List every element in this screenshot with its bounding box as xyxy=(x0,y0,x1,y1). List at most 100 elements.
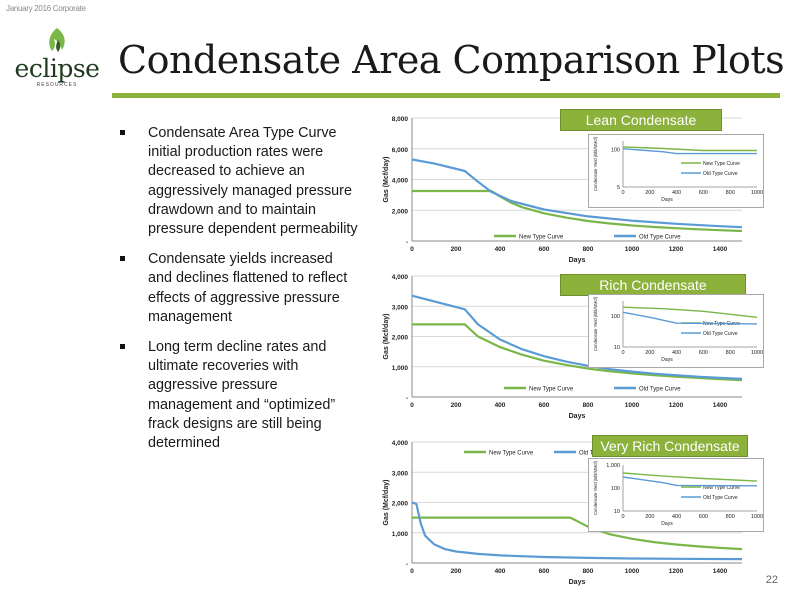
inset-series-line xyxy=(622,306,758,318)
y-tick-label: 6,000 xyxy=(392,147,409,154)
inset-x-tick-label: 0 xyxy=(621,190,624,196)
x-axis-label: Days xyxy=(569,257,586,264)
series-line-new-type-curve xyxy=(412,516,743,551)
y-tick-label: 3,000 xyxy=(392,470,409,477)
x-axis-label: Days xyxy=(569,413,586,420)
series-line-new-type-curve xyxy=(412,323,743,382)
x-tick-label: 400 xyxy=(495,402,506,409)
chart-title-badge: Lean Condensate xyxy=(560,109,722,131)
legend-label: Old Type Curve xyxy=(639,387,681,393)
title-underline xyxy=(112,93,780,98)
y-tick-label: - xyxy=(406,239,408,246)
legend-label: Old Type Curve xyxy=(639,235,681,241)
chart-lean-condensate: -2,000 4,000 6,000 8,000 0 200 400 600 800 1000 12… xyxy=(374,108,774,270)
x-tick-label: 0 xyxy=(410,568,414,575)
inset-x-tick-label: 0 xyxy=(621,350,624,356)
inset-x-tick-label: 400 xyxy=(672,514,681,520)
y-tick-label: 4,000 xyxy=(392,178,409,185)
inset-x-tick-label: 400 xyxy=(672,350,681,356)
inset-y-axis-label: Condensate Yield (Bbl/MMcf) xyxy=(593,296,598,351)
inset-legend-label: Old Type Curve xyxy=(703,495,738,501)
inset-x-axis-label: Days xyxy=(661,521,673,527)
inset-y-tick-label: 100 xyxy=(611,314,620,320)
bullet-item: Condensate yields increased and declines… xyxy=(120,250,360,327)
inset-x-axis-label: Days xyxy=(661,197,673,203)
inset-x-tick-label: 600 xyxy=(699,514,708,520)
y-tick-label: - xyxy=(406,561,408,568)
y-axis-label: Gas (Mcf/day) xyxy=(383,314,390,360)
inset-y-tick-label: 100 xyxy=(611,486,620,492)
chart-very-rich-condensate: - 1,000 2,000 3,000 4,000 0 200 400 600 800 1000 12… xyxy=(374,432,774,596)
y-tick-label: 2,000 xyxy=(392,501,409,508)
inset-x-tick-label: 800 xyxy=(726,350,735,356)
y-axis-label: Gas (Mcf/day) xyxy=(383,157,390,203)
x-tick-label: 1200 xyxy=(669,568,684,575)
inset-series-line xyxy=(622,476,758,487)
x-tick-label: 1400 xyxy=(713,402,728,409)
x-tick-label: 1400 xyxy=(713,568,728,575)
logo-subtext: RESOURCES xyxy=(36,82,78,88)
inset-x-tick-label: 400 xyxy=(672,190,681,196)
yield-inset: 10 100 0 200 400 600 800 1000 Days Condensate Yie… xyxy=(588,294,764,368)
x-tick-label: 400 xyxy=(495,568,506,575)
y-tick-label: 2,000 xyxy=(392,208,409,215)
y-tick-label: 3,000 xyxy=(392,304,409,311)
x-tick-label: 1200 xyxy=(669,402,684,409)
inset-x-tick-label: 1000 xyxy=(751,514,763,520)
y-tick-label: - xyxy=(406,395,408,402)
inset-x-tick-label: 200 xyxy=(645,190,654,196)
inset-x-tick-label: 1000 xyxy=(751,190,763,196)
inset-legend-label: New Type Curve xyxy=(703,485,740,491)
x-tick-label: 600 xyxy=(539,402,550,409)
x-tick-label: 800 xyxy=(583,568,594,575)
series-line-old-type-curve xyxy=(411,158,743,229)
x-tick-label: 600 xyxy=(539,246,550,253)
y-tick-label: 1,000 xyxy=(392,365,409,372)
inset-legend-label: New Type Curve xyxy=(703,161,740,167)
inset-x-tick-label: 800 xyxy=(726,190,735,196)
inset-legend-label: Old Type Curve xyxy=(703,171,738,177)
chart-title-badge: Rich Condensate xyxy=(560,274,746,296)
bullet-list: Condensate Area Type Curve initial produ… xyxy=(120,124,360,464)
x-tick-label: 1000 xyxy=(625,246,640,253)
x-tick-label: 1400 xyxy=(713,246,728,253)
inset-x-tick-label: 200 xyxy=(645,514,654,520)
inset-y-tick-label: 1,000 xyxy=(606,463,620,469)
inset-y-tick-label: 10 xyxy=(614,345,620,351)
inset-x-tick-label: 1000 xyxy=(751,350,763,356)
inset-series-line xyxy=(622,148,757,155)
x-tick-label: 800 xyxy=(583,246,594,253)
y-tick-label: 4,000 xyxy=(392,440,409,447)
inset-y-tick-label: 10 xyxy=(614,509,620,515)
chart-rich-condensate: -1,000 2,000 3,000 4,000 0 200 400 600 800 1000 12… xyxy=(374,266,774,428)
bullet-item: Condensate Area Type Curve initial produ… xyxy=(120,124,360,239)
series-line-old-type xyxy=(411,501,743,561)
logo-word: eclipse xyxy=(14,54,100,83)
y-tick-label: 2,000 xyxy=(392,335,409,342)
yield-inset: 5 100 0 200 400 600 800 1000 Days Condensate Yiel… xyxy=(588,134,764,208)
y-axis-label: Gas (Mcf/day) xyxy=(383,480,390,526)
flame-icon xyxy=(49,28,65,52)
page-number: 22 xyxy=(765,574,778,586)
inset-y-tick-label: 100 xyxy=(611,148,620,154)
x-tick-label: 0 xyxy=(410,246,414,253)
legend-label: New Type Curve xyxy=(519,235,564,241)
inset-x-tick-label: 600 xyxy=(699,350,708,356)
inset-legend-label: Old Type Curve xyxy=(703,331,738,337)
inset-series-line xyxy=(622,472,758,482)
bullet-item: Long term decline rates and ultimate rec… xyxy=(120,338,360,453)
inset-y-axis-label: Condensate Yield (Bbl/MMcf) xyxy=(593,460,598,515)
inset-x-tick-label: 600 xyxy=(699,190,708,196)
inset-x-tick-label: 200 xyxy=(645,350,654,356)
inset-series-line xyxy=(622,146,757,152)
header-date: January 2016 Corporate xyxy=(6,4,86,13)
x-tick-label: 600 xyxy=(539,568,550,575)
page-title: Condensate Area Comparison Plots xyxy=(118,38,785,82)
legend-label: Old Type xyxy=(579,451,604,457)
yield-inset: 10 100 1,000 0 200 400 600 800 1000 Days Condensat… xyxy=(588,458,764,532)
company-logo: eclipse RESOURCES xyxy=(12,24,102,104)
x-tick-label: 200 xyxy=(451,246,462,253)
inset-y-axis-label: Condensate Yield (Bbl/MMcf) xyxy=(593,136,598,191)
legend-label: New Type Curve xyxy=(489,451,534,457)
chart-title-badge: Very Rich Condensate xyxy=(592,435,748,457)
